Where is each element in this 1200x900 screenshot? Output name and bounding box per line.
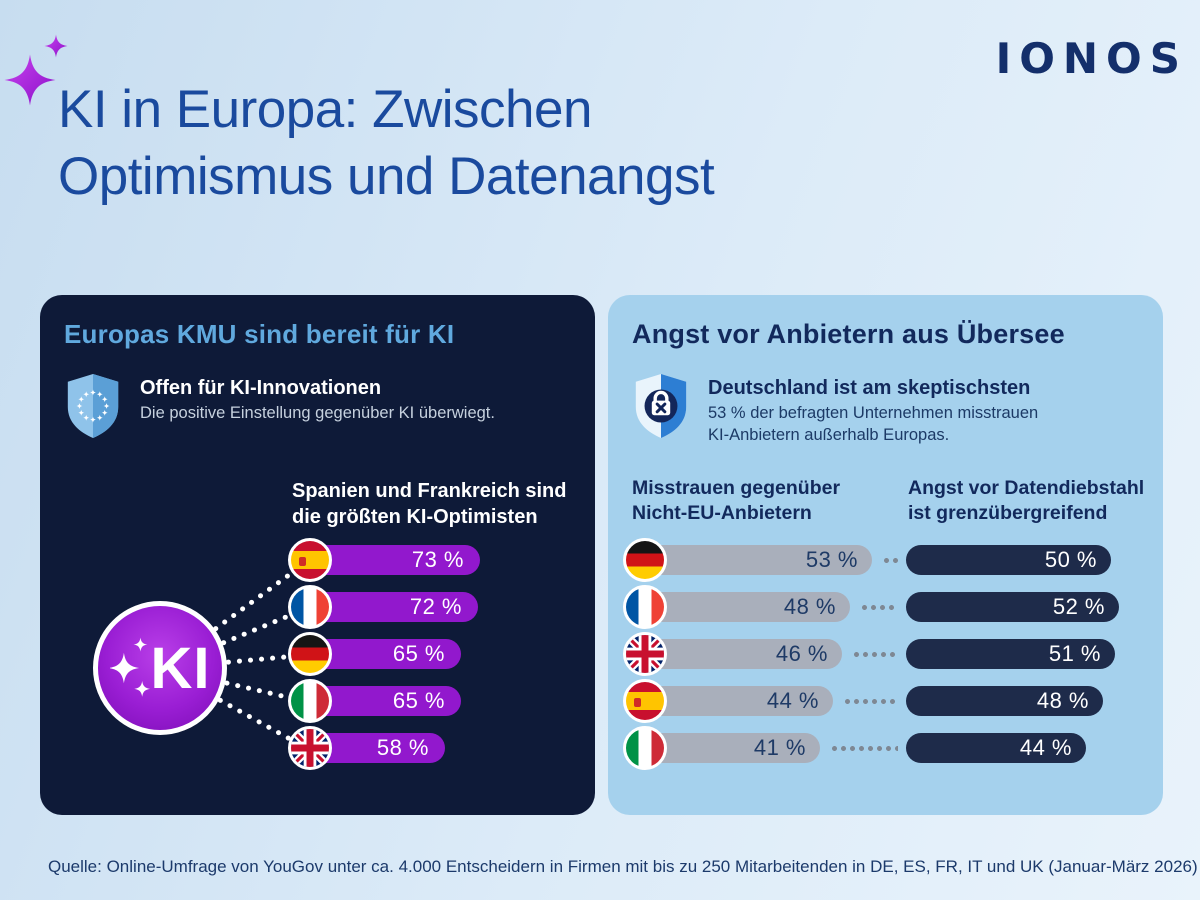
dotted-connector [830, 746, 898, 751]
france-flag-icon [291, 588, 329, 626]
optimism-row: 72 % [288, 584, 588, 630]
distrust-bar: 44 % [645, 686, 833, 716]
ki-badge: KI [93, 601, 227, 735]
optimism-row: 65 % [288, 631, 588, 677]
optimism-subheading: Spanien und Frankreich sind die größten … [292, 478, 567, 531]
italy-flag-icon [626, 729, 664, 767]
datatheft-bar: 50 % [906, 545, 1111, 575]
distrust-callout-body-line1: 53 % der befragten Unternehmen misstraue… [708, 404, 1039, 422]
lock-shield-icon [635, 374, 687, 438]
datatheft-bar: 44 % [906, 733, 1086, 763]
optimism-callout-body: Die positive Einstellung gegenüber KI üb… [140, 404, 495, 422]
optimism-bar-value: 73 % [411, 547, 464, 572]
distrust-column-header: Misstrauen gegenüber Nicht-EU-Anbietern [632, 476, 840, 527]
datatheft-bar: 48 % [906, 686, 1103, 716]
datatheft-bar-value: 50 % [1044, 547, 1097, 572]
distrust-bar-value: 48 % [783, 594, 836, 619]
distrust-callout-body: 53 % der befragten Unternehmen misstraue… [708, 403, 1038, 447]
optimism-panel-heading: Europas KMU sind bereit für KI [64, 319, 455, 349]
uk-flag-icon [291, 729, 329, 767]
datatheft-bar-value: 52 % [1052, 594, 1105, 619]
country-flag [623, 585, 667, 629]
distrust-bar-value: 44 % [766, 688, 819, 713]
france-flag-icon [626, 588, 664, 626]
distrust-bar-value: 46 % [775, 641, 828, 666]
optimism-bar-value: 65 % [392, 688, 445, 713]
distrust-bar: 46 % [645, 639, 842, 669]
optimism-bar-value: 58 % [376, 735, 429, 760]
ki-sparkle-icon [109, 637, 150, 697]
optimism-panel: Europas KMU sind bereit für KI Offen für… [40, 295, 595, 815]
datatheft-bar-value: 51 % [1048, 641, 1101, 666]
datatheft-column-header: Angst vor Datendiebstahl ist grenzübergr… [908, 476, 1144, 527]
distrust-callout-body-line2: KI-Anbietern außerhalb Europas. [708, 425, 950, 444]
optimism-subheading-line1: Spanien und Frankreich sind [292, 480, 567, 502]
optimism-callout: Offen für KI-Innovationen Die positive E… [62, 371, 495, 441]
ki-badge-label: KI [150, 635, 211, 701]
distrust-row: 41 % 44 % [623, 725, 1153, 771]
optimism-row: 73 % [288, 537, 588, 583]
germany-flag-icon [626, 541, 664, 579]
dotted-connector [852, 652, 898, 657]
distrust-row: 46 % 51 % [623, 631, 1153, 677]
distrust-panel-heading: Angst vor Anbietern aus Übersee [632, 319, 1065, 349]
datatheft-column-header-line2: ist grenzübergreifend [908, 502, 1108, 525]
optimism-subheading-line2: die größten KI-Optimisten [292, 506, 538, 529]
optimism-row: 65 % [288, 678, 588, 724]
datatheft-bar: 51 % [906, 639, 1115, 669]
country-flag [623, 679, 667, 723]
distrust-bar: 48 % [645, 592, 850, 622]
dotted-connector [860, 605, 898, 610]
dotted-connector [843, 699, 898, 704]
distrust-row: 48 % 52 % [623, 584, 1153, 630]
country-flag [623, 726, 667, 770]
optimism-bar: 58 % [310, 733, 445, 763]
country-flag [623, 632, 667, 676]
distrust-bar: 41 % [645, 733, 820, 763]
distrust-column-header-line1: Misstrauen gegenüber [632, 477, 841, 499]
optimism-bar-value: 72 % [409, 594, 462, 619]
optimism-bar: 65 % [310, 686, 461, 716]
uk-flag-icon [626, 635, 664, 673]
page-title: KI in Europa: Zwischen Optimismus und Da… [58, 76, 818, 211]
distrust-row: 53 % 50 % [623, 537, 1153, 583]
distrust-bar-value: 53 % [805, 547, 858, 572]
country-flag [288, 679, 332, 723]
optimism-bar: 65 % [310, 639, 461, 669]
optimism-row: 58 % [288, 725, 588, 771]
country-flag [288, 538, 332, 582]
datatheft-bar-value: 48 % [1036, 688, 1089, 713]
distrust-callout-title: Deutschland ist am skeptischsten [708, 377, 1031, 399]
distrust-panel: Angst vor Anbietern aus Übersee Deutschl… [608, 295, 1163, 815]
distrust-column-header-line2: Nicht-EU-Anbietern [632, 502, 812, 525]
distrust-row: 44 % 48 % [623, 678, 1153, 724]
datatheft-bar-value: 44 % [1019, 735, 1072, 760]
optimism-bar: 72 % [310, 592, 478, 622]
spain-flag-icon [291, 541, 329, 579]
country-flag [288, 585, 332, 629]
datatheft-column-header-line1: Angst vor Datendiebstahl [908, 477, 1145, 499]
page-title-line2: Optimismus und Datenangst [58, 147, 715, 207]
spain-flag-icon [626, 682, 664, 720]
eu-shield-icon [67, 374, 119, 438]
optimism-bar-value: 65 % [392, 641, 445, 666]
page-title-line1: KI in Europa: Zwischen [58, 80, 592, 139]
country-flag [288, 632, 332, 676]
dotted-connector [882, 558, 898, 563]
distrust-bar-value: 41 % [753, 735, 806, 760]
source-note: Quelle: Online-Umfrage von YouGov unter … [48, 857, 1198, 876]
distrust-bar-rows: 53 % 50 % 48 % 52 % 46 % 51 % [623, 537, 1153, 772]
country-flag [623, 538, 667, 582]
italy-flag-icon [291, 682, 329, 720]
optimism-bar-rows: 73 % 72 % 65 % 65 % 58 % [288, 537, 588, 772]
datatheft-bar: 52 % [906, 592, 1119, 622]
distrust-callout: Deutschland ist am skeptischsten 53 % de… [630, 371, 1038, 447]
optimism-callout-title: Offen für KI-Innovationen [140, 377, 382, 399]
country-flag [288, 726, 332, 770]
ionos-logo: IONOS [995, 34, 1188, 83]
distrust-bar: 53 % [645, 545, 872, 575]
germany-flag-icon [291, 635, 329, 673]
optimism-bar: 73 % [310, 545, 480, 575]
